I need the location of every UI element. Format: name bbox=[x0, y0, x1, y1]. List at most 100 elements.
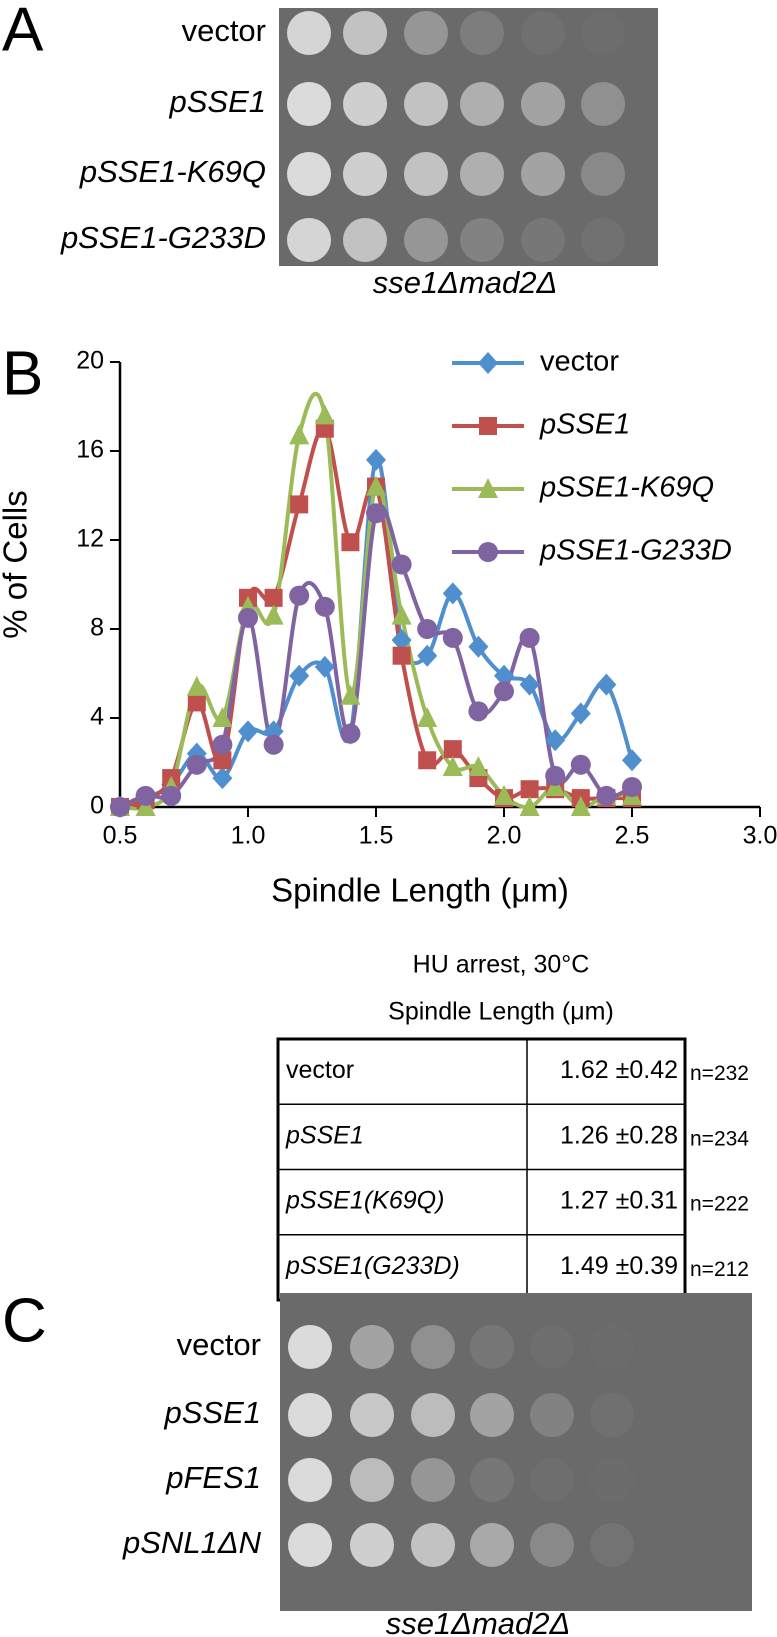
x-tick-label: 0.5 bbox=[103, 822, 138, 850]
table-cell: 1.49 ±0.39 bbox=[560, 1252, 678, 1280]
marker bbox=[596, 673, 617, 696]
colony-spot bbox=[581, 152, 625, 196]
colony-spot bbox=[521, 11, 565, 55]
marker bbox=[443, 740, 462, 759]
strain-label: pSSE1 bbox=[163, 1395, 261, 1430]
y-tick-label: 8 bbox=[90, 614, 104, 642]
marker bbox=[135, 785, 156, 806]
colony-spot bbox=[287, 152, 331, 196]
colony-spot bbox=[287, 82, 331, 126]
marker bbox=[468, 635, 489, 658]
marker bbox=[187, 693, 206, 712]
table-cell: pSSE1(K69Q) bbox=[285, 1187, 444, 1215]
colony-spot bbox=[288, 1458, 332, 1502]
plate-caption: sse1Δmad2Δ bbox=[373, 265, 558, 300]
legend-label: pSSE1 bbox=[539, 409, 630, 441]
x-axis-label: Spindle Length (μm) bbox=[271, 872, 569, 909]
panel-letter: B bbox=[2, 339, 43, 408]
legend-marker bbox=[479, 417, 497, 435]
marker bbox=[622, 749, 642, 772]
colony-spot bbox=[411, 1325, 455, 1369]
colony-spot bbox=[590, 1458, 634, 1502]
x-tick-label: 1.0 bbox=[231, 822, 266, 850]
marker bbox=[494, 664, 514, 687]
colony-spot bbox=[590, 1325, 634, 1369]
x-tick-label: 3.0 bbox=[743, 822, 777, 850]
colony-spot bbox=[521, 152, 565, 196]
colony-spot bbox=[530, 1523, 574, 1567]
colony-spot bbox=[288, 1523, 332, 1567]
colony-spot bbox=[343, 11, 387, 55]
marker bbox=[442, 627, 463, 648]
table-cell: pSSE1 bbox=[285, 1121, 364, 1149]
marker bbox=[596, 785, 617, 806]
marker bbox=[417, 619, 438, 639]
marker bbox=[110, 797, 130, 817]
table-cell: 1.27 ±0.31 bbox=[560, 1187, 678, 1215]
marker bbox=[212, 734, 233, 755]
marker bbox=[340, 723, 361, 744]
colony-spot bbox=[343, 152, 387, 196]
marker bbox=[238, 607, 258, 628]
marker bbox=[494, 784, 514, 805]
marker bbox=[213, 751, 232, 770]
marker bbox=[238, 720, 258, 743]
marker bbox=[545, 775, 566, 796]
table-subtitle: Spindle Length (μm) bbox=[388, 998, 614, 1026]
colony-spot bbox=[404, 218, 448, 262]
colony-spot bbox=[287, 218, 331, 262]
colony-spot bbox=[521, 218, 565, 262]
strain-label: pSNL1ΔN bbox=[122, 1525, 262, 1560]
marker bbox=[289, 424, 310, 445]
x-tick-label: 1.5 bbox=[359, 822, 394, 850]
colony-spot bbox=[470, 1458, 514, 1502]
strain-label: vector bbox=[182, 13, 266, 48]
colony-spot bbox=[287, 11, 331, 55]
colony-spot bbox=[350, 1325, 394, 1369]
colony-spot bbox=[404, 11, 448, 55]
marker bbox=[468, 701, 489, 722]
legend-marker bbox=[478, 542, 498, 562]
table-title: HU arrest, 30°C bbox=[413, 951, 590, 979]
table-cell: 1.62 ±0.42 bbox=[560, 1056, 678, 1084]
table-cell: vector bbox=[286, 1056, 354, 1084]
marker bbox=[366, 475, 386, 496]
colony-spot bbox=[343, 82, 387, 126]
y-tick-label: 0 bbox=[90, 792, 104, 820]
colony-spot bbox=[411, 1393, 455, 1437]
panel-letter: A bbox=[2, 0, 44, 64]
colony-spot bbox=[343, 218, 387, 262]
plate-image bbox=[280, 1293, 752, 1611]
marker bbox=[442, 755, 463, 776]
y-axis-label: % of Cells bbox=[0, 490, 34, 639]
marker bbox=[391, 604, 412, 625]
marker bbox=[545, 729, 566, 752]
marker bbox=[570, 796, 591, 816]
plate-caption: sse1Δmad2Δ bbox=[386, 1606, 571, 1637]
legend-label: pSSE1-K69Q bbox=[539, 472, 714, 504]
table-note: n=212 bbox=[690, 1258, 749, 1281]
marker bbox=[186, 754, 207, 775]
table-note: n=232 bbox=[690, 1062, 749, 1085]
strain-label: pSSE1 bbox=[168, 84, 266, 119]
marker bbox=[186, 675, 207, 696]
panel-letter: C bbox=[2, 1286, 47, 1355]
colony-spot bbox=[404, 152, 448, 196]
marker bbox=[468, 755, 489, 776]
marker bbox=[264, 588, 283, 607]
marker bbox=[314, 596, 335, 617]
table-cell: 1.26 ±0.28 bbox=[560, 1121, 678, 1149]
marker bbox=[519, 796, 540, 816]
colony-spot bbox=[581, 11, 625, 55]
colony-spot bbox=[590, 1393, 634, 1437]
colony-spot bbox=[411, 1458, 455, 1502]
marker bbox=[519, 627, 540, 648]
marker bbox=[391, 629, 412, 652]
marker bbox=[391, 554, 412, 575]
marker bbox=[417, 644, 438, 667]
marker bbox=[392, 646, 411, 665]
y-tick-label: 20 bbox=[76, 347, 104, 375]
table-cell: pSSE1(G233D) bbox=[285, 1252, 460, 1280]
